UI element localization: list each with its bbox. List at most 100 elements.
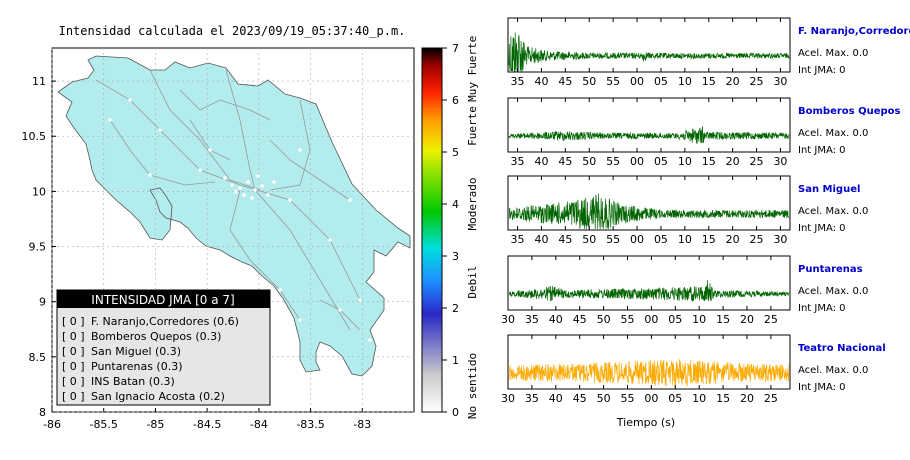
time-tick-label: 05 bbox=[668, 392, 682, 405]
station-dots bbox=[108, 98, 372, 342]
time-tick-label: 00 bbox=[630, 155, 644, 168]
time-tick-label: 05 bbox=[654, 75, 668, 88]
waveform-panel: 35 40 45 50 55 00 05 10 15 20 25 30 San Miguel Acel. … bbox=[507, 175, 868, 246]
waveform-frame bbox=[507, 255, 791, 311]
intensity-category-label: No sentido bbox=[466, 353, 479, 419]
time-tick-label: 10 bbox=[678, 155, 692, 168]
station-name: Puntarenas bbox=[798, 264, 863, 275]
time-tick-label: 05 bbox=[654, 155, 668, 168]
time-tick-label: 50 bbox=[582, 75, 596, 88]
time-tick-label: 55 bbox=[606, 233, 620, 246]
colorbar-tick-label: 4 bbox=[452, 198, 459, 211]
time-tick-label: 30 bbox=[773, 75, 787, 88]
lat-tick-label: 8 bbox=[39, 406, 46, 419]
lon-tick-label: -84 bbox=[250, 418, 268, 431]
time-tick-label: 50 bbox=[597, 313, 611, 326]
time-tick-label: 10 bbox=[692, 313, 706, 326]
time-tick-label: 40 bbox=[534, 155, 548, 168]
lon-tick-label: -83 bbox=[353, 418, 371, 431]
acel-max-label: Acel. Max. 0.0 bbox=[798, 128, 868, 139]
time-tick-label: 25 bbox=[750, 155, 764, 168]
time-tick-label: 25 bbox=[764, 313, 778, 326]
time-tick-label: 35 bbox=[511, 75, 525, 88]
colorbar-tick-label: 2 bbox=[452, 302, 459, 315]
waveform-trace bbox=[508, 126, 790, 144]
lat-tick-label: 11 bbox=[32, 75, 46, 88]
waveform-panel: 30 35 40 45 50 55 00 05 10 15 20 25 Teatro Nacional A… bbox=[501, 334, 886, 405]
time-tick-label: 50 bbox=[597, 392, 611, 405]
lon-tick-label: -85.5 bbox=[89, 418, 117, 431]
int-jma-label: Int JMA: 0 bbox=[798, 303, 846, 314]
time-tick-label: 15 bbox=[702, 155, 716, 168]
int-jma-label: Int JMA: 0 bbox=[798, 382, 846, 393]
legend-header bbox=[57, 290, 270, 308]
time-tick-label: 40 bbox=[534, 233, 548, 246]
acel-max-label: Acel. Max. 0.0 bbox=[798, 286, 868, 297]
int-jma-label: Int JMA: 0 bbox=[798, 145, 846, 156]
intensity-category-label: Moderado bbox=[466, 178, 479, 231]
colorbar-tick-label: 7 bbox=[452, 42, 459, 55]
lon-tick-label: -86 bbox=[43, 418, 61, 431]
legend-item-level: [ 0 ] bbox=[62, 375, 85, 388]
time-tick-label: 50 bbox=[582, 155, 596, 168]
colorbar-scale bbox=[421, 47, 443, 413]
colorbar: 0 1 2 3 4 5 6 7 No sentido Debil Moderado Fuerte Mu… bbox=[421, 36, 479, 419]
time-tick-label: 45 bbox=[573, 392, 587, 405]
lat-tick-label: 10.5 bbox=[22, 130, 47, 143]
time-tick-label: 00 bbox=[630, 233, 644, 246]
int-jma-label: Int JMA: 0 bbox=[798, 65, 846, 76]
time-tick-label: 40 bbox=[549, 392, 563, 405]
time-tick-label: 05 bbox=[654, 233, 668, 246]
time-tick-label: 00 bbox=[644, 313, 658, 326]
time-tick-label: 00 bbox=[644, 392, 658, 405]
lon-tick-label: -83.5 bbox=[296, 418, 324, 431]
intensity-category-label: Fuerte bbox=[466, 106, 479, 146]
time-tick-label: 40 bbox=[549, 313, 563, 326]
time-tick-label: 20 bbox=[726, 233, 740, 246]
lon-tick-label: -84.5 bbox=[193, 418, 221, 431]
legend-item-level: [ 0 ] bbox=[62, 360, 85, 373]
time-tick-label: 30 bbox=[501, 392, 515, 405]
station-name: Bomberos Quepos bbox=[798, 106, 901, 117]
intensity-category-label: Debil bbox=[466, 265, 479, 298]
waveform-panel: 35 40 45 50 55 00 05 10 15 20 25 30 Bomberos Quepos A… bbox=[507, 97, 901, 168]
colorbar-tick-label: 3 bbox=[452, 250, 459, 263]
lon-tick-label: -85 bbox=[146, 418, 164, 431]
time-tick-label: 00 bbox=[630, 75, 644, 88]
time-tick-label: 20 bbox=[726, 155, 740, 168]
time-tick-label: 20 bbox=[740, 392, 754, 405]
waveform-panels: 35 40 45 50 55 00 05 10 15 20 25 30 F. Naranjo,Corre… bbox=[501, 17, 910, 405]
lat-tick-label: 9.5 bbox=[29, 241, 47, 254]
time-tick-label: 15 bbox=[702, 75, 716, 88]
time-tick-label: 45 bbox=[558, 75, 572, 88]
time-tick-label: 10 bbox=[692, 392, 706, 405]
time-tick-label: 45 bbox=[558, 155, 572, 168]
time-tick-label: 10 bbox=[678, 233, 692, 246]
time-tick-label: 20 bbox=[726, 75, 740, 88]
time-tick-label: 45 bbox=[573, 313, 587, 326]
waveform-frame bbox=[507, 175, 791, 231]
intensity-legend: INTENSIDAD JMA [0 a 7] [ 0 ] F. Naranjo,C… bbox=[56, 289, 271, 406]
time-axis-label: Tiempo (s) bbox=[616, 416, 675, 429]
time-tick-label: 25 bbox=[764, 392, 778, 405]
time-tick-label: 35 bbox=[525, 392, 539, 405]
int-jma-label: Int JMA: 0 bbox=[798, 223, 846, 234]
lat-tick-label: 10 bbox=[32, 185, 46, 198]
time-tick-label: 30 bbox=[773, 233, 787, 246]
time-tick-label: 10 bbox=[678, 75, 692, 88]
legend-item-label: F. Naranjo,Corredores (0.6) bbox=[91, 315, 239, 328]
map-axes: -86 -85.5 -85 -84.5 -84 -83.5 -83 8 8.5 9 9.5 10 10.… bbox=[22, 48, 414, 431]
colorbar-tick-label: 5 bbox=[452, 146, 459, 159]
legend-item-level: [ 0 ] bbox=[62, 390, 85, 403]
waveform-frame bbox=[507, 17, 791, 73]
legend-item-label: INS Batan (0.3) bbox=[91, 375, 175, 388]
time-tick-label: 30 bbox=[501, 313, 515, 326]
time-tick-label: 40 bbox=[534, 75, 548, 88]
time-tick-label: 50 bbox=[582, 233, 596, 246]
time-tick-label: 25 bbox=[750, 233, 764, 246]
waveform-panel: 35 40 45 50 55 00 05 10 15 20 25 30 F. Naranjo,Corre… bbox=[507, 17, 910, 88]
map-title: Intensidad calculada el 2023/09/19_05:37… bbox=[59, 24, 406, 38]
waveform-trace bbox=[508, 193, 790, 230]
time-tick-label: 35 bbox=[511, 233, 525, 246]
